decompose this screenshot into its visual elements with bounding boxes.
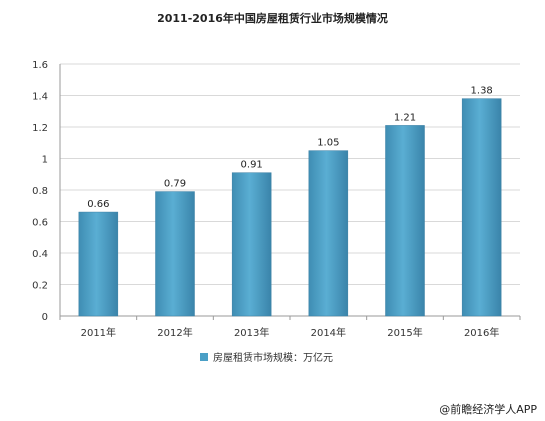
y-tick-label: 0.8	[32, 186, 48, 197]
x-tick-label: 2012年	[157, 326, 192, 339]
bar	[78, 211, 119, 317]
data-label: 1.05	[317, 138, 339, 149]
data-label: 1.38	[471, 86, 493, 97]
data-label: 1.21	[394, 112, 416, 123]
x-tick-label: 2014年	[311, 326, 346, 339]
data-label: 0.91	[241, 160, 263, 171]
bar	[308, 150, 349, 317]
y-tick-label: 1.6	[32, 60, 48, 71]
bar	[461, 98, 502, 317]
source-credit: @前瞻经济学人APP	[439, 403, 537, 416]
bar	[155, 191, 195, 317]
y-tick-label: 0.2	[32, 281, 48, 292]
legend-swatch	[200, 353, 208, 361]
axes: 0 0.2 0.4 0.6 0.8 1 1.2 1.4 1.6 2011年 2012年 2013年 20…	[32, 60, 521, 339]
legend: 房屋租赁市场规模：万亿元	[200, 351, 333, 364]
x-tick-label: 2016年	[464, 326, 499, 339]
bar	[231, 172, 272, 317]
y-tick-label: 0	[42, 312, 48, 323]
chart-title: 2011-2016年中国房屋租赁行业市场规模情况	[157, 12, 388, 25]
gridlines	[60, 63, 520, 317]
x-tick-label: 2015年	[387, 326, 422, 339]
legend-label: 房屋租赁市场规模：万亿元	[213, 351, 333, 364]
x-tick-label: 2013年	[234, 326, 269, 339]
y-tick-label: 0.6	[32, 218, 48, 229]
y-tick-label: 1	[42, 155, 48, 166]
data-label: 0.66	[87, 199, 109, 210]
y-tick-label: 1.4	[32, 92, 48, 103]
bar	[385, 125, 425, 317]
data-label: 0.79	[164, 179, 186, 190]
x-tick-label: 2011年	[81, 326, 116, 339]
y-tick-label: 1.2	[32, 123, 48, 134]
bars: 0.66 0.79 0.91 1.05 1.21 1.38	[78, 86, 502, 317]
y-tick-label: 0.4	[32, 249, 48, 260]
